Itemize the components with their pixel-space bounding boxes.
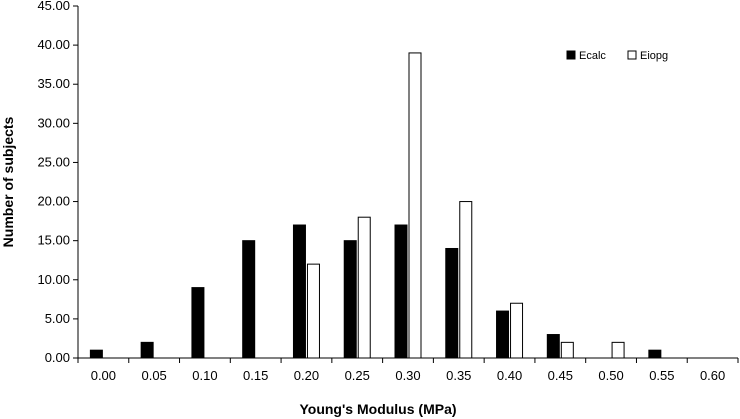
y-tick-label: 45.00 [37,0,70,13]
x-tick-label: 0.55 [649,368,674,383]
bar-ecalc-0.20 [292,224,306,359]
bar-eiopg-0.30 [408,52,422,359]
y-tick-label: 40.00 [37,37,70,52]
bar-ecalc-0.55 [648,349,662,359]
y-tick-label: 5.00 [45,311,70,326]
legend: Ecalc Eiopg [566,50,668,62]
bar-ecalc-0.05 [140,341,154,359]
bar-ecalc-0.25 [343,240,357,359]
y-tick-label: 30.00 [37,115,70,130]
x-tick-label: 0.60 [700,368,725,383]
bar-ecalc-0.15 [242,240,256,359]
x-axis-ticks: 0.00 0.05 0.10 0.15 0.20 0.25 0.30 0.35 0.40 0.45… [77,358,739,383]
bar-eiopg-0.45 [560,341,574,359]
y-tick-label: 25.00 [37,154,70,169]
bar-eiopg-0.20 [306,263,320,359]
bar-ecalc-0.35 [445,247,459,359]
legend-swatch-eiopg [627,50,637,60]
y-axis-ticks: 0.00 5.00 10.00 15.00 20.00 25.00 30.00 35.00 40… [37,0,78,365]
x-tick-label: 0.15 [243,368,268,383]
bar-ecalc-0.30 [394,224,408,359]
x-tick-label: 0.50 [598,368,623,383]
bar-ecalc-0.40 [496,310,510,359]
bar-eiopg-0.25 [357,216,371,359]
bar-eiopg-0.40 [510,302,524,359]
x-tick-label: 0.30 [395,368,420,383]
bar-eiopg-0.35 [459,201,473,359]
x-tick-label: 0.10 [192,368,217,383]
x-axis-title: Young's Modulus (MPa) [299,401,456,417]
y-tick-label: 0.00 [45,350,70,365]
y-tick-label: 20.00 [37,194,70,209]
legend-swatch-ecalc [566,50,576,60]
y-tick-label: 35.00 [37,76,70,91]
y-tick-label: 15.00 [37,233,70,248]
x-tick-label: 0.40 [497,368,522,383]
bar-ecalc-0.45 [546,334,560,359]
x-tick-label: 0.00 [91,368,116,383]
y-tick-label: 10.00 [37,272,70,287]
legend-label-eiopg: Eiopg [640,50,668,62]
bar-ecalc-0.00 [89,349,103,359]
x-tick-label: 0.45 [548,368,573,383]
bar-ecalc-0.10 [191,287,205,359]
bar-eiopg-0.50 [611,341,625,359]
legend-label-ecalc: Ecalc [579,50,606,62]
x-tick-label: 0.25 [345,368,370,383]
y-axis-title: Number of subjects [0,116,16,247]
bars [89,52,662,359]
x-tick-label: 0.05 [141,368,166,383]
x-tick-label: 0.35 [446,368,471,383]
x-tick-label: 0.20 [294,368,319,383]
